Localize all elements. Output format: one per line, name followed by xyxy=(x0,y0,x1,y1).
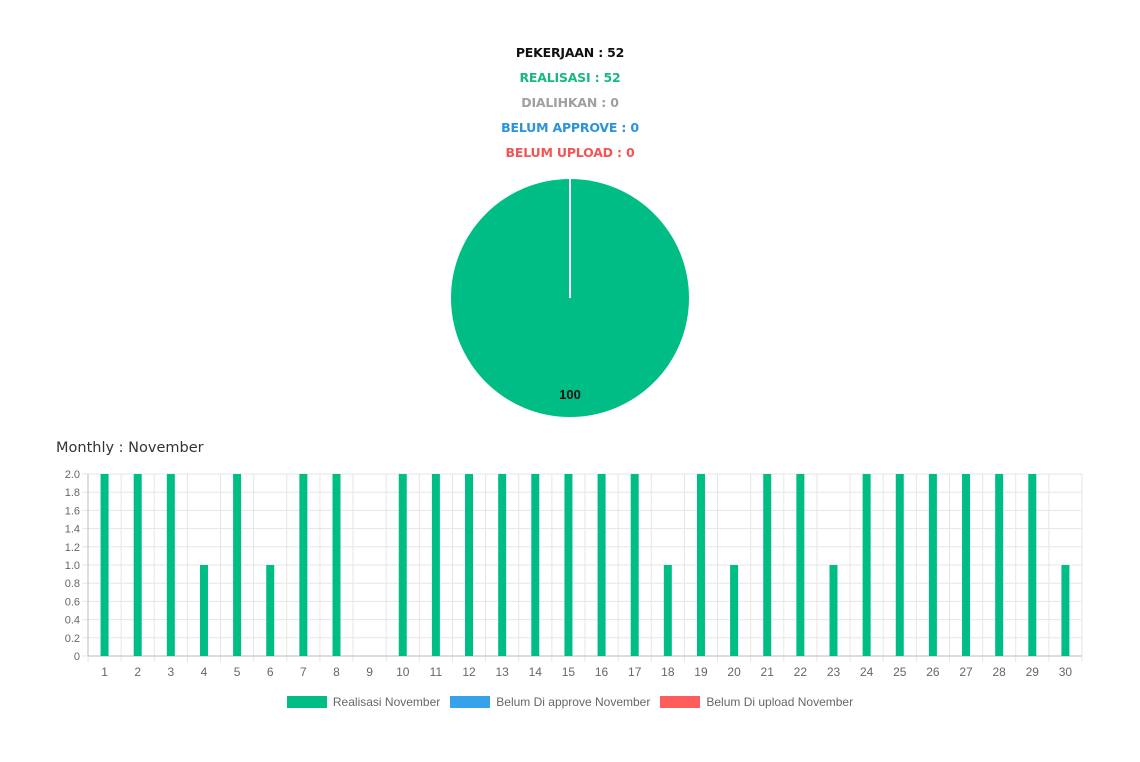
bar-realisasi-november-17[interactable] xyxy=(630,474,639,656)
x-tick-label: 18 xyxy=(661,665,675,679)
bar-realisasi-november-24[interactable] xyxy=(862,474,871,656)
x-tick-label: 19 xyxy=(694,665,708,679)
realisasi-count: REALISASI : 52 xyxy=(519,70,621,85)
bar-realisasi-november-28[interactable] xyxy=(995,474,1004,656)
belum-upload-count: BELUM UPLOAD : 0 xyxy=(505,145,635,160)
y-tick-label: 1.4 xyxy=(65,524,80,536)
pie-data-label: 100 xyxy=(559,387,581,402)
x-tick-label: 16 xyxy=(595,665,609,679)
x-tick-label: 29 xyxy=(1026,665,1040,679)
bar-realisasi-november-3[interactable] xyxy=(166,474,175,656)
dialihkan-count: DIALIHKAN : 0 xyxy=(521,95,619,110)
bar-realisasi-november-1[interactable] xyxy=(100,474,109,656)
monthly-bar-chart[interactable]: 00.20.40.60.81.01.21.41.61.82.01 2 3 4 5 6 7 8 9… xyxy=(52,462,1092,687)
bar-realisasi-november-6[interactable] xyxy=(266,565,275,656)
x-tick-label: 7 xyxy=(300,665,307,679)
bar-realisasi-november-22[interactable] xyxy=(796,474,805,656)
x-tick-label: 14 xyxy=(529,665,543,679)
bar-realisasi-november-16[interactable] xyxy=(597,474,606,656)
y-tick-label: 0.4 xyxy=(65,615,80,627)
x-tick-label: 10 xyxy=(396,665,410,679)
y-tick-label: 0.2 xyxy=(65,633,80,645)
bar-realisasi-november-14[interactable] xyxy=(531,474,540,656)
bar-realisasi-november-10[interactable] xyxy=(398,474,407,656)
x-tick-label: 3 xyxy=(167,665,174,679)
x-tick-label: 11 xyxy=(430,665,443,679)
legend-label: Belum Di approve November xyxy=(496,695,651,709)
x-tick-label: 23 xyxy=(827,665,841,679)
legend-item[interactable]: Realisasi November xyxy=(286,695,441,709)
x-tick-label: 6 xyxy=(267,665,274,679)
x-tick-label: 27 xyxy=(959,665,973,679)
bar-realisasi-november-25[interactable] xyxy=(895,474,904,656)
legend-swatch xyxy=(286,696,327,708)
x-tick-label: 20 xyxy=(727,665,741,679)
legend-swatch xyxy=(660,696,701,708)
bar-realisasi-november-21[interactable] xyxy=(763,474,772,656)
x-tick-label: 21 xyxy=(761,665,775,679)
bar-realisasi-november-5[interactable] xyxy=(233,474,242,656)
x-tick-label: 12 xyxy=(462,665,476,679)
y-tick-label: 0.6 xyxy=(65,596,80,608)
x-tick-label: 8 xyxy=(333,665,340,679)
bar-realisasi-november-13[interactable] xyxy=(498,474,507,656)
x-tick-label: 17 xyxy=(628,665,642,679)
y-tick-label: 1.2 xyxy=(65,542,80,554)
bar-realisasi-november-2[interactable] xyxy=(133,474,142,656)
x-tick-label: 13 xyxy=(495,665,509,679)
legend-item[interactable]: Belum Di upload November xyxy=(660,695,853,709)
x-tick-label: 28 xyxy=(992,665,1006,679)
legend-label: Belum Di upload November xyxy=(706,695,854,709)
x-tick-label: 5 xyxy=(234,665,241,679)
bar-realisasi-november-19[interactable] xyxy=(696,474,705,656)
pekerjaan-count: PEKERJAAN : 52 xyxy=(515,45,625,60)
bar-realisasi-november-11[interactable] xyxy=(431,474,440,656)
legend-swatch xyxy=(450,696,491,708)
y-tick-label: 1.6 xyxy=(65,505,80,517)
bar-realisasi-november-27[interactable] xyxy=(962,474,971,656)
belum-approve-count: BELUM APPROVE : 0 xyxy=(501,120,639,135)
bar-realisasi-november-20[interactable] xyxy=(730,565,739,656)
x-tick-label: 25 xyxy=(893,665,907,679)
pie-chart[interactable]: 100 xyxy=(448,176,693,421)
y-tick-label: 0.8 xyxy=(65,578,80,590)
bar-realisasi-november-4[interactable] xyxy=(199,565,208,656)
bar-realisasi-november-29[interactable] xyxy=(1028,474,1037,656)
summary-stats: PEKERJAAN : 52 REALISASI : 52 DIALIHKAN … xyxy=(0,40,1140,165)
x-tick-label: 9 xyxy=(366,665,373,679)
bar-realisasi-november-12[interactable] xyxy=(465,474,474,656)
bar-realisasi-november-15[interactable] xyxy=(564,474,573,656)
monthly-title: Monthly : November xyxy=(56,440,204,456)
bar-realisasi-november-26[interactable] xyxy=(928,474,937,656)
x-tick-label: 2 xyxy=(134,665,141,679)
bar-realisasi-november-7[interactable] xyxy=(299,474,308,656)
x-tick-label: 1 xyxy=(101,665,108,679)
chart-legend: Realisasi November Belum Di approve Novem… xyxy=(0,695,1140,709)
legend-label: Realisasi November xyxy=(332,695,441,709)
bar-realisasi-november-18[interactable] xyxy=(663,565,672,656)
y-tick-label: 1.0 xyxy=(65,560,80,572)
x-tick-label: 22 xyxy=(794,665,808,679)
x-tick-label: 15 xyxy=(562,665,576,679)
y-tick-label: 0 xyxy=(74,651,80,663)
x-tick-label: 30 xyxy=(1059,665,1073,679)
x-tick-label: 26 xyxy=(926,665,940,679)
bar-realisasi-november-23[interactable] xyxy=(829,565,838,656)
x-tick-label: 4 xyxy=(201,665,208,679)
y-tick-label: 2.0 xyxy=(65,469,80,481)
x-tick-label: 24 xyxy=(860,665,874,679)
y-tick-label: 1.8 xyxy=(65,487,80,499)
bar-realisasi-november-8[interactable] xyxy=(332,474,341,656)
bar-realisasi-november-30[interactable] xyxy=(1061,565,1070,656)
legend-item[interactable]: Belum Di approve November xyxy=(450,695,650,709)
